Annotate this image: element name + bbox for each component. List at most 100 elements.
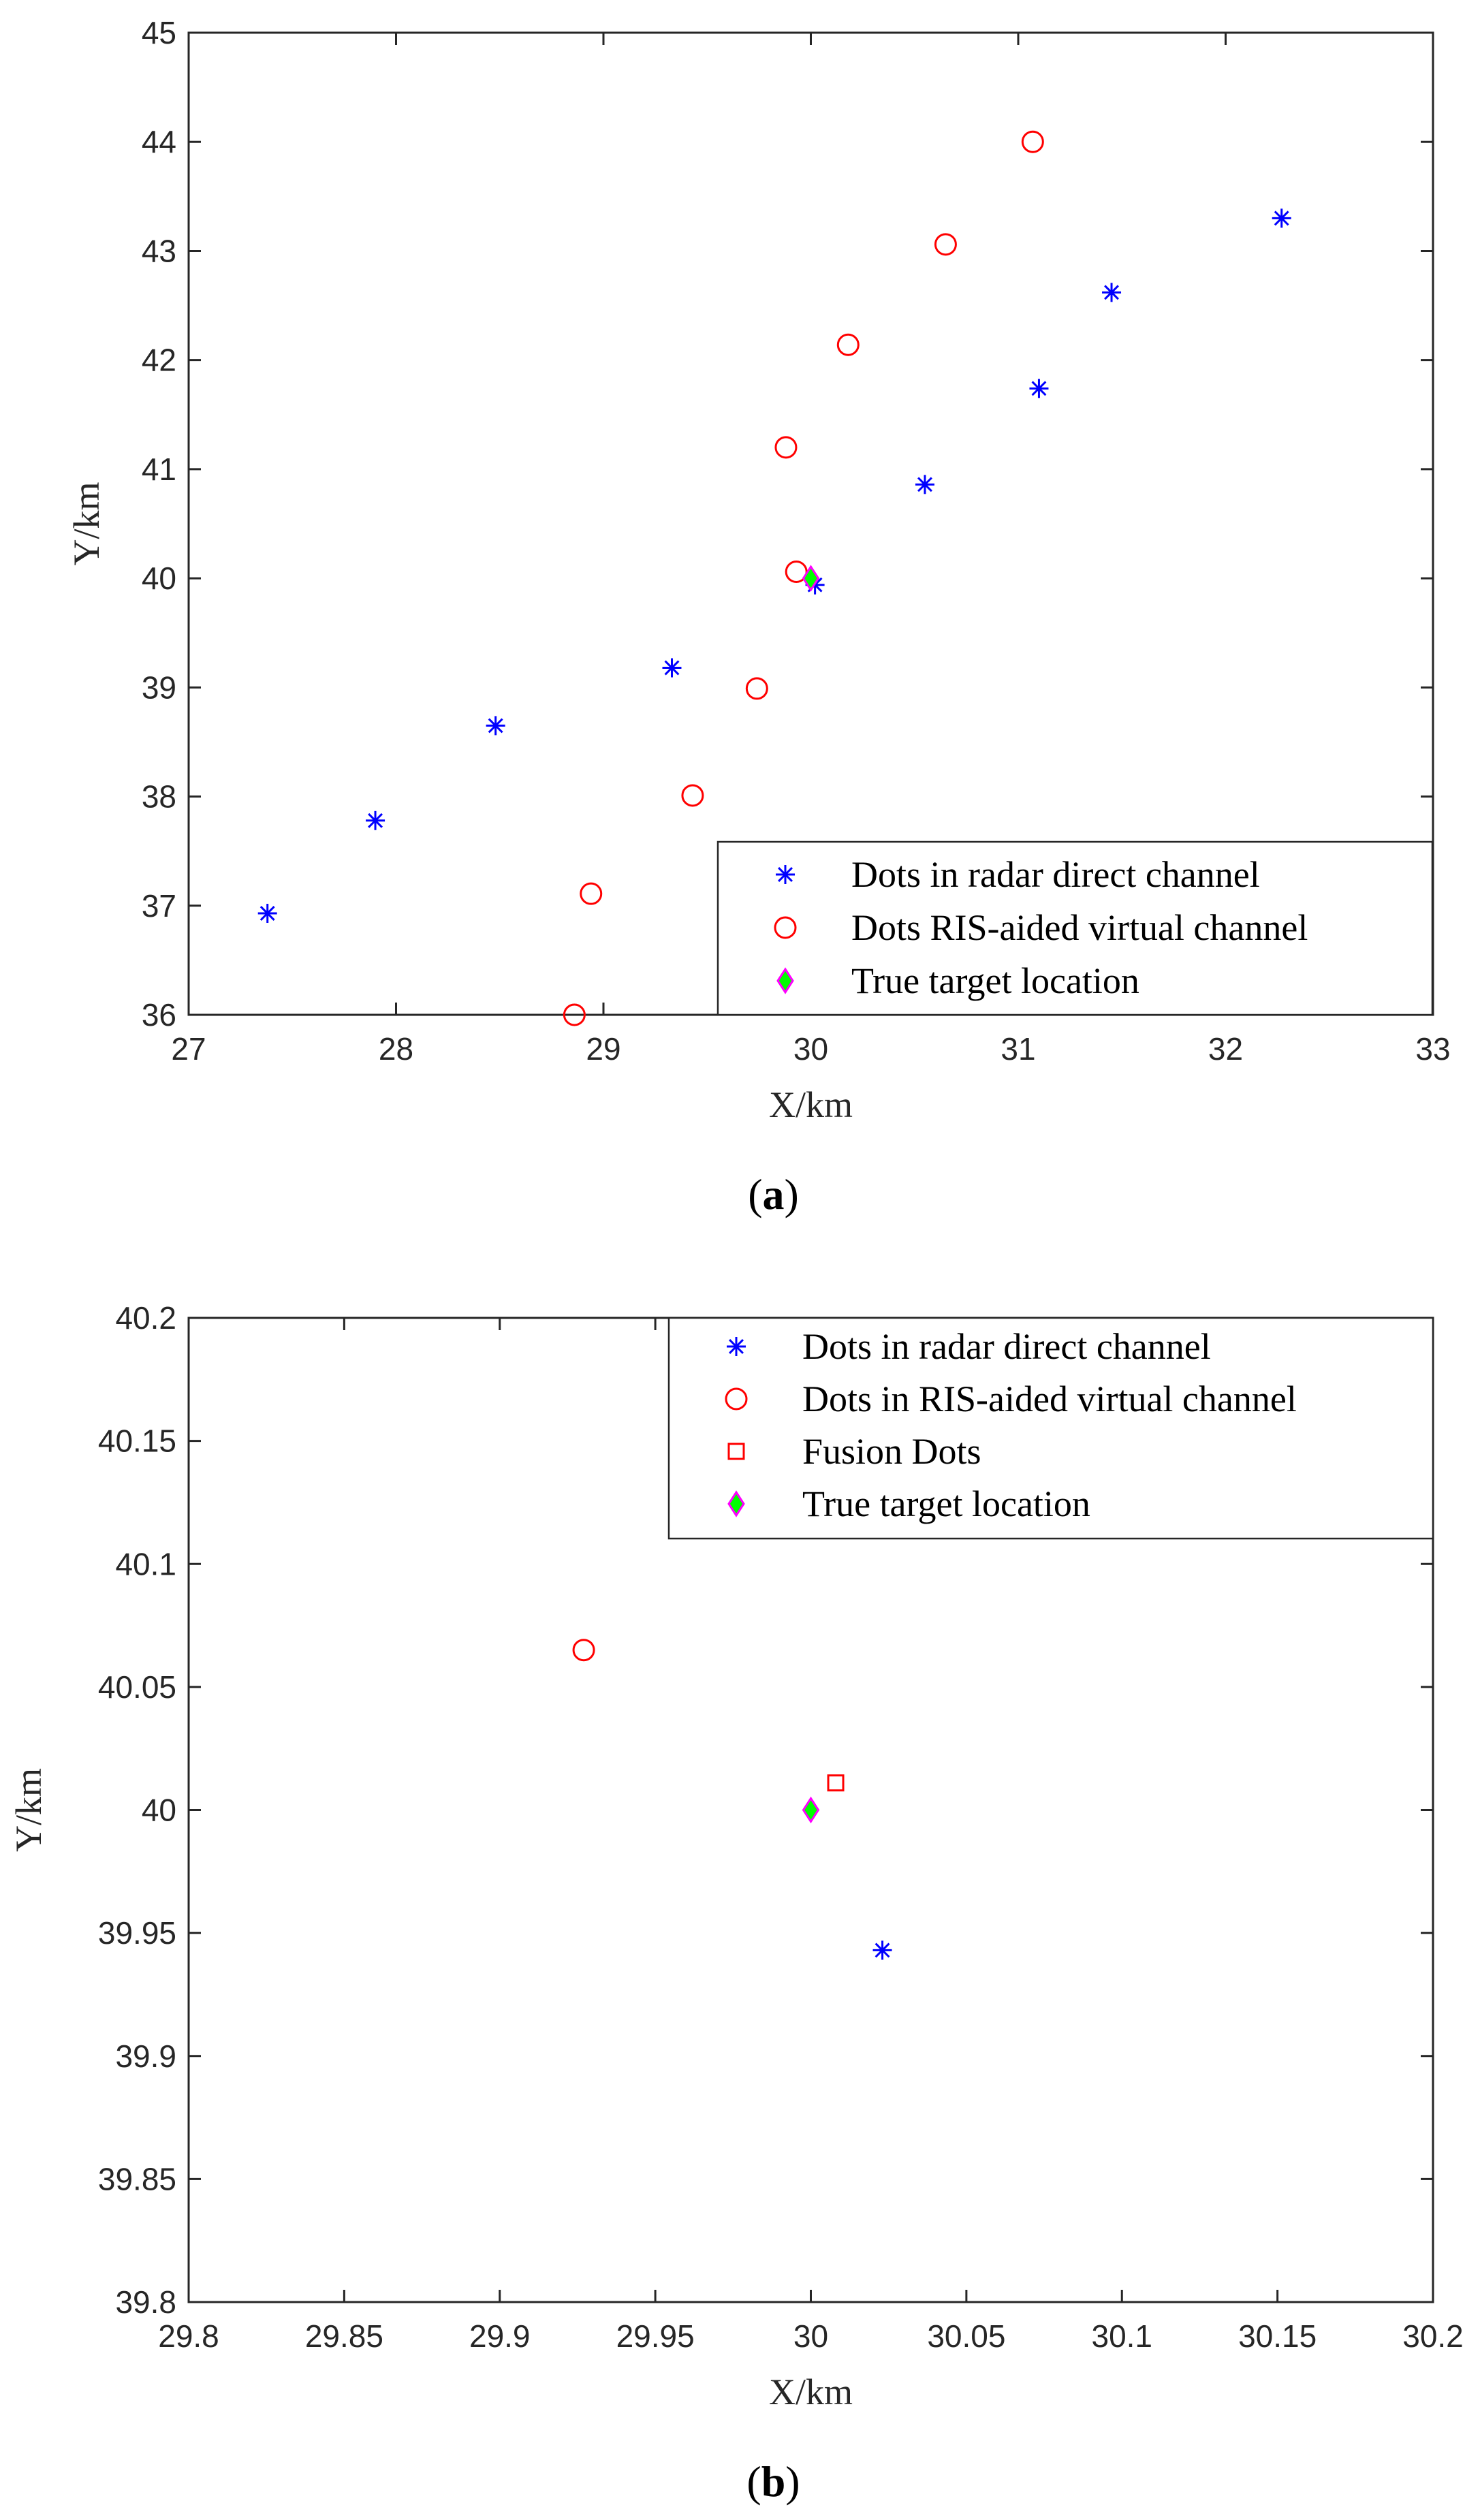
- legend-marker-square-shape: [727, 1443, 745, 1460]
- legend-label: Dots in radar direct channel: [851, 854, 1260, 895]
- series-circle: [572, 1639, 595, 1662]
- data-point-circle: [572, 1639, 595, 1662]
- y-axis-label: Y/km: [66, 482, 107, 565]
- legend-marker-circle-shape: [725, 1387, 748, 1411]
- series-asterisk: [872, 1940, 892, 1960]
- data-point-asterisk: [662, 658, 682, 678]
- legend-marker-diamond: [776, 967, 794, 994]
- legend-label: Dots RIS-aided virtual channel: [851, 907, 1308, 948]
- data-point-asterisk: [872, 1940, 892, 1960]
- chart-panel-a: 27 28 29 30 31 32 33 36 37 38 39 40 41 42 43 44 45 X/km Y/…: [66, 15, 1451, 1218]
- x-axis-label: X/km: [769, 2372, 853, 2412]
- y-tick-label: 41: [142, 452, 176, 487]
- x-tick-label: 28: [379, 1031, 413, 1067]
- x-tick-label: 29.95: [616, 2318, 695, 2354]
- x-tick-label: 27: [171, 1031, 206, 1067]
- data-point-circle: [774, 436, 798, 459]
- legend-label: True target location: [802, 1483, 1090, 1524]
- data-point-asterisk-stroke-d2: [368, 813, 383, 828]
- legend-marker-diamond-shape: [727, 1490, 745, 1517]
- x-tick-label: 30: [793, 2318, 828, 2354]
- data-point-diamond: [802, 1796, 820, 1824]
- data-point-asterisk-stroke-d2: [875, 1942, 890, 1958]
- y-axis-label: Y/km: [8, 1768, 49, 1852]
- y-tick-label: 39.85: [98, 2161, 176, 2196]
- y-tick-label: 40.15: [98, 1423, 176, 1459]
- data-point-circle: [563, 1003, 586, 1026]
- data-point-circle: [1021, 130, 1044, 153]
- data-point-circle-shape: [572, 1639, 595, 1662]
- data-point-circle: [934, 233, 957, 256]
- data-point-asterisk: [366, 810, 385, 830]
- legend-label: True target location: [851, 960, 1139, 1001]
- data-point-asterisk: [1102, 283, 1122, 302]
- legend-label: Dots in radar direct channel: [802, 1326, 1211, 1367]
- x-tick-label: 29: [586, 1031, 620, 1067]
- data-point-asterisk: [1272, 208, 1291, 228]
- x-tick-label: 32: [1208, 1031, 1243, 1067]
- x-tick-label: 30.05: [927, 2318, 1005, 2354]
- data-point-circle: [681, 784, 704, 807]
- y-tick-label: 43: [142, 233, 176, 268]
- legend-label: Fusion Dots: [802, 1431, 981, 1472]
- data-point-circle: [836, 333, 860, 356]
- data-point-circle-shape: [774, 436, 798, 459]
- data-point-asterisk-stroke-d2: [259, 906, 275, 921]
- y-tick-label: 40.1: [115, 1546, 176, 1581]
- legend-marker-circle: [725, 1387, 748, 1411]
- data-point-circle-shape: [1021, 130, 1044, 153]
- data-point-asterisk: [915, 475, 934, 494]
- legend-marker-diamond: [727, 1490, 745, 1517]
- legend: Dots in radar direct channel Dots in RIS-…: [667, 1317, 1434, 1540]
- y-tick-label: 39.95: [98, 1915, 176, 1951]
- data-point-asterisk: [1029, 379, 1049, 398]
- y-tick-label: 40.2: [115, 1300, 176, 1336]
- legend-marker-asterisk: [727, 1337, 746, 1356]
- legend-marker-circle: [774, 916, 797, 939]
- series-asterisk: [257, 208, 1291, 923]
- caption-close: ): [785, 1170, 799, 1218]
- y-tick-label: 40: [142, 561, 176, 596]
- data-point-asterisk: [486, 716, 505, 736]
- series-diamond: [802, 1796, 820, 1824]
- data-point-square: [827, 1774, 845, 1792]
- x-tick-label: 31: [1001, 1031, 1035, 1067]
- data-point-circle-shape: [745, 677, 768, 700]
- caption-letter: b: [761, 2457, 786, 2506]
- y-tick-label: 42: [142, 343, 176, 378]
- series-diamond: [802, 565, 820, 592]
- y-tick-label: 38: [142, 779, 176, 815]
- data-point-asterisk-stroke-d2: [488, 718, 503, 734]
- y-tick-label: 44: [142, 124, 176, 159]
- x-tick-label: 30.2: [1402, 2318, 1464, 2354]
- y-tick-label: 40: [142, 1793, 176, 1828]
- panel-caption: (a): [748, 1170, 799, 1218]
- legend-marker-square: [727, 1443, 745, 1460]
- caption-letter: a: [763, 1170, 785, 1218]
- y-tick-label: 39: [142, 670, 176, 705]
- data-point-circle-shape: [681, 784, 704, 807]
- caption-close: ): [785, 2457, 800, 2506]
- legend-marker-diamond-shape: [776, 967, 794, 994]
- legend-marker-asterisk: [776, 865, 795, 884]
- data-point-square-shape: [827, 1774, 845, 1792]
- data-point-diamond-shape: [802, 565, 820, 592]
- data-point-circle-shape: [934, 233, 957, 256]
- legend-marker-asterisk-stroke-d2: [778, 867, 793, 882]
- data-point-asterisk-stroke-d2: [1031, 381, 1047, 396]
- chart-panel-b: 29.8 29.85 29.9 29.95 30 30.05 30.1 30.15 30.2 39…: [8, 1300, 1464, 2506]
- legend-marker-asterisk-stroke-d2: [729, 1339, 744, 1354]
- data-point-asterisk-stroke-d2: [1104, 285, 1119, 300]
- y-tick-label: 37: [142, 888, 176, 924]
- y-tick-label: 36: [142, 997, 176, 1033]
- data-point-circle: [580, 882, 603, 905]
- legend-marker-circle-shape: [774, 916, 797, 939]
- legend-label: Dots in RIS-aided virtual channel: [802, 1379, 1297, 1419]
- x-tick-label: 33: [1415, 1031, 1450, 1067]
- x-tick-label: 30.15: [1238, 2318, 1317, 2354]
- y-tick-label: 39.8: [115, 2284, 176, 2320]
- y-tick-label: 40.05: [98, 1669, 176, 1705]
- data-point-asterisk-stroke-d2: [664, 660, 680, 676]
- legend-box: [667, 1317, 1434, 1540]
